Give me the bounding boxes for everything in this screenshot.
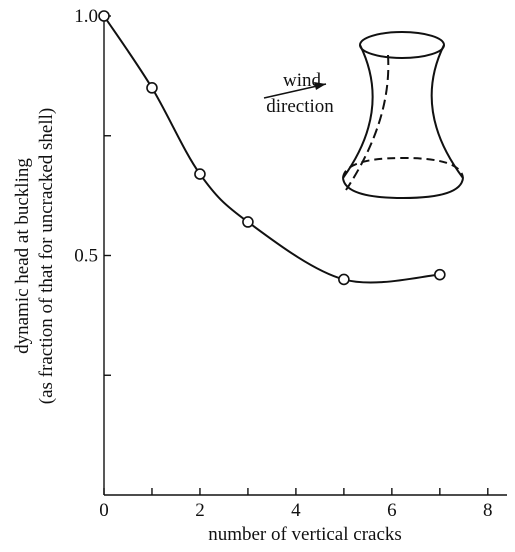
- annotation: wind: [283, 70, 322, 91]
- y-axis-label: dynamic head at buckling: [12, 158, 33, 354]
- x-tick-label: 2: [195, 500, 205, 521]
- x-tick-label: 6: [387, 500, 397, 521]
- point: [98, 10, 110, 22]
- y-tick-label: 1.0: [74, 6, 98, 27]
- line: [103, 15, 440, 284]
- x-tick-label: 8: [483, 500, 493, 521]
- x-tick-label: 4: [291, 500, 301, 521]
- y-tick-label: 0.5: [74, 246, 98, 267]
- point: [194, 168, 206, 180]
- point: [242, 216, 254, 228]
- point: [146, 82, 158, 94]
- x-axis-label: number of vertical cracks: [208, 524, 402, 545]
- x-tick-label: 0: [99, 500, 109, 521]
- y-axis-label: (as fraction of that for uncracked shell…: [36, 108, 57, 404]
- annotation: direction: [266, 96, 334, 117]
- point: [338, 273, 350, 286]
- tower-illustration: [263, 31, 464, 200]
- point: [434, 268, 446, 281]
